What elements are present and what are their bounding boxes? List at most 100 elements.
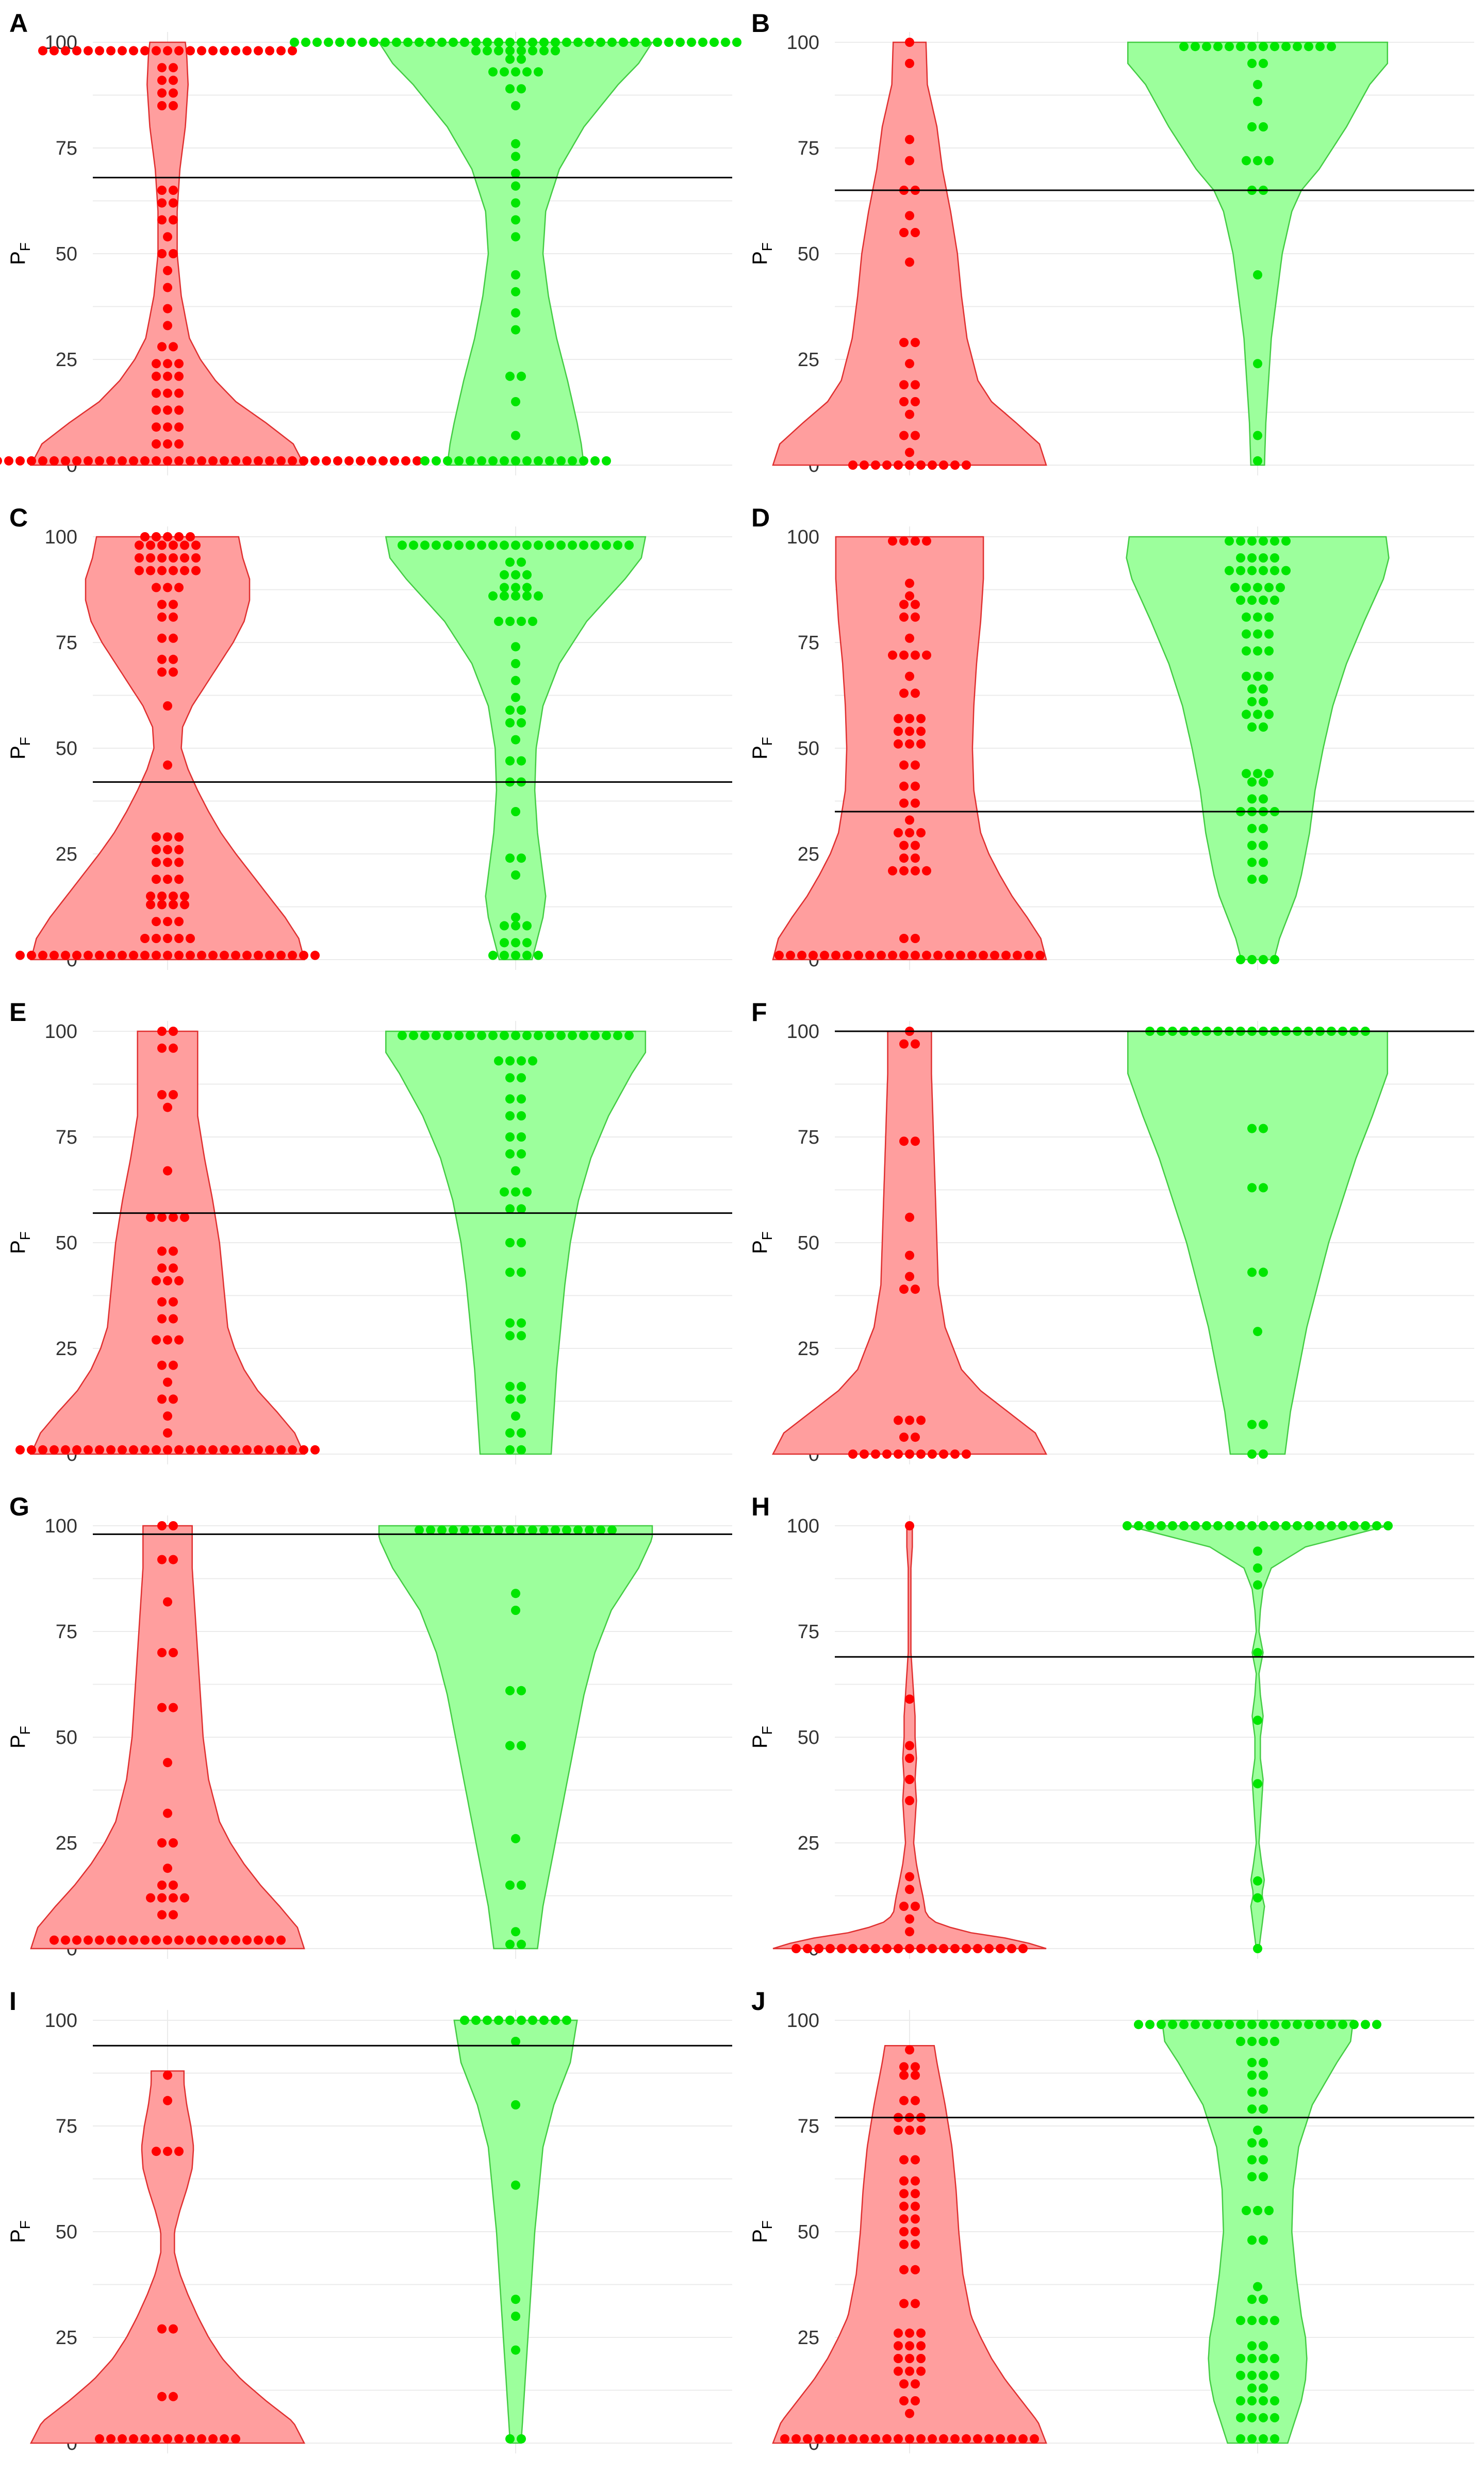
data-point-red [197, 456, 206, 466]
data-point-green [1242, 769, 1251, 779]
data-point-red [208, 1935, 218, 1945]
data-point-red [95, 456, 104, 466]
data-point-red [152, 532, 161, 541]
data-point-red [996, 2434, 1005, 2444]
data-point-red [169, 667, 178, 677]
data-point-green [1281, 2020, 1291, 2030]
data-point-green [1236, 42, 1245, 52]
data-point-red [50, 1935, 59, 1945]
data-point-red [152, 405, 161, 415]
data-point-red [894, 2354, 903, 2363]
data-point-red [152, 46, 161, 56]
data-point-red [197, 46, 206, 56]
data-point-red [231, 950, 240, 960]
data-point-red [894, 1415, 903, 1425]
data-point-green [511, 693, 520, 702]
data-point-red [157, 612, 167, 622]
data-point-red [322, 456, 331, 466]
data-point-green [1253, 646, 1262, 656]
data-point-green [505, 1149, 515, 1159]
data-point-green [1253, 1779, 1262, 1789]
data-point-green [1259, 2155, 1268, 2165]
data-point-green [335, 38, 344, 47]
data-point-red [95, 1935, 104, 1945]
data-point-red [152, 359, 161, 369]
data-point-red [803, 1944, 812, 1953]
data-point-red [911, 840, 920, 850]
violin-red [30, 1525, 305, 1950]
data-point-green [534, 67, 543, 77]
data-point-red [163, 2070, 172, 2080]
data-point-green [511, 308, 520, 318]
panel-label: D [751, 503, 770, 532]
data-point-red [38, 456, 47, 466]
data-point-red [826, 2434, 835, 2444]
data-point-red [152, 934, 161, 943]
data-point-green [511, 232, 520, 242]
data-point-green [1253, 431, 1262, 440]
data-point-green [460, 2016, 469, 2025]
data-point-green [381, 38, 390, 47]
data-point-red [163, 1276, 172, 1285]
data-point-green [568, 540, 577, 550]
data-point-red [157, 892, 167, 901]
data-point-red [174, 950, 184, 960]
data-point-red [871, 460, 880, 470]
data-point-green [1259, 122, 1268, 131]
data-point-green [1259, 777, 1268, 787]
data-point-green [511, 1927, 520, 1937]
data-point-red [146, 540, 155, 550]
data-point-red [962, 1944, 971, 1953]
data-point-green [1259, 875, 1268, 884]
data-point-green [505, 557, 515, 567]
data-point-red [916, 1449, 926, 1459]
data-point-red [169, 1394, 178, 1404]
data-point-green [511, 913, 520, 922]
data-point-red [146, 553, 155, 563]
violin-green [385, 1030, 647, 1455]
data-point-red [905, 1796, 914, 1805]
data-point-green [494, 617, 503, 626]
data-point-green [517, 38, 526, 47]
data-point-green [607, 1525, 617, 1535]
data-point-red [163, 266, 172, 275]
data-point-red [905, 1944, 914, 1953]
data-point-red [157, 667, 167, 677]
data-point-red [157, 553, 167, 563]
data-point-red [911, 536, 920, 546]
data-point-red [208, 46, 218, 56]
data-point-red [163, 760, 172, 770]
data-point-red [169, 249, 178, 258]
data-point-red [899, 798, 909, 808]
data-point-red [157, 75, 167, 85]
data-point-red [962, 460, 971, 470]
data-point-red [169, 1043, 178, 1053]
data-point-green [590, 1031, 600, 1041]
data-point-green [1253, 710, 1262, 719]
data-point-green [1157, 2020, 1166, 2030]
data-point-green [420, 1031, 430, 1041]
data-point-red [129, 456, 138, 466]
data-point-green [477, 540, 486, 550]
data-point-red [152, 2147, 161, 2156]
data-point-red [38, 950, 47, 960]
data-point-green [392, 38, 401, 47]
data-point-green [500, 67, 509, 77]
data-point-red [843, 950, 852, 960]
panel-F: F0255075100PF [749, 998, 1474, 1465]
data-point-red [905, 671, 914, 681]
data-point-green [1259, 2104, 1268, 2114]
data-point-green [454, 540, 464, 550]
data-point-red [157, 1521, 167, 1530]
data-point-red [4, 456, 13, 466]
data-point-green [596, 1525, 605, 1535]
data-point-green [1236, 1521, 1245, 1530]
data-point-red [135, 553, 144, 563]
data-point-green [585, 1525, 594, 1535]
data-point-red [899, 431, 909, 440]
data-point-green [505, 853, 515, 863]
data-point-red [905, 2045, 914, 2055]
ytick-label: 75 [56, 138, 77, 159]
data-point-green [505, 84, 515, 94]
data-point-red [911, 600, 920, 609]
